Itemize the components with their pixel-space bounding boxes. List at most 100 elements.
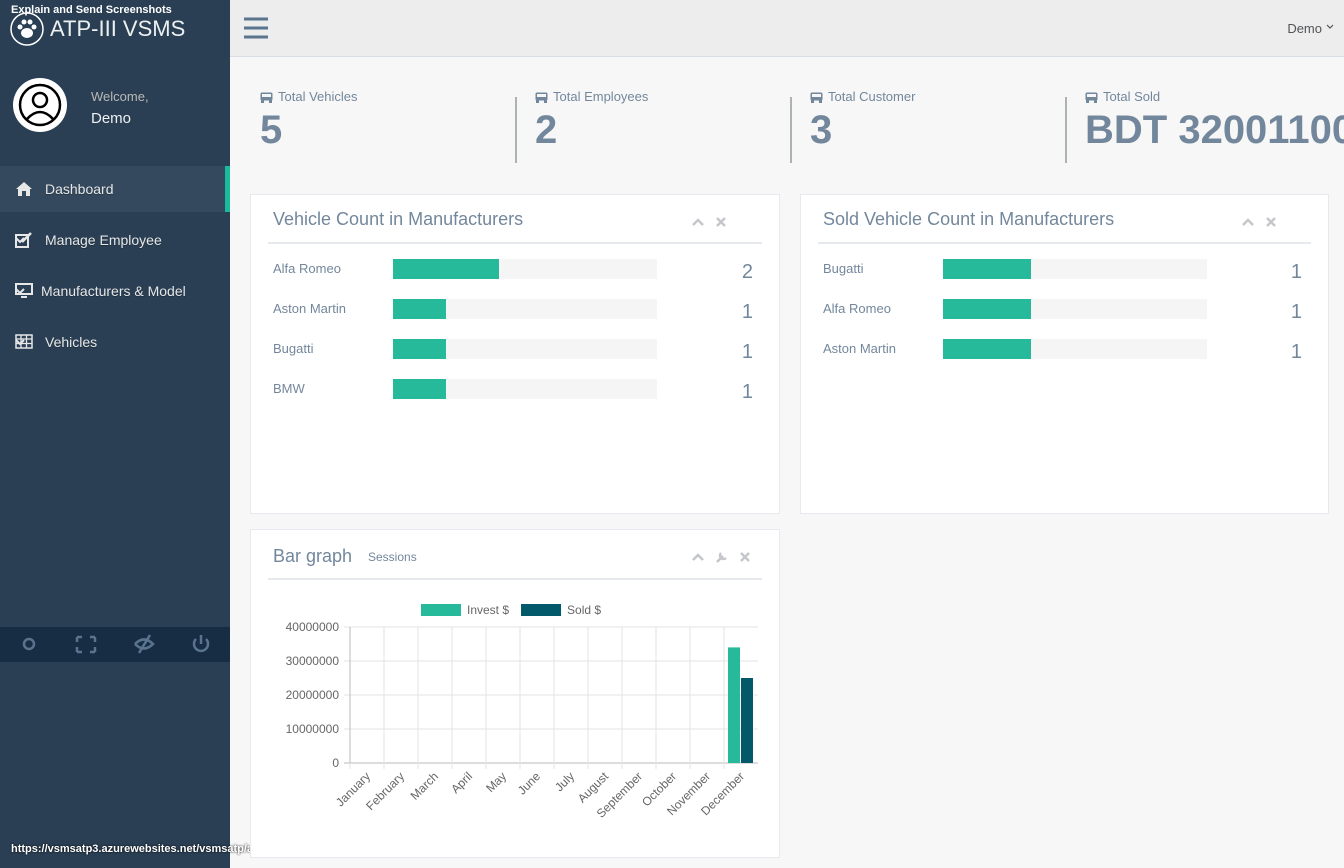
row-label: BMW: [273, 381, 305, 396]
row-label: Bugatti: [273, 341, 314, 356]
menu-toggle[interactable]: [244, 17, 268, 39]
progress-bar: [393, 259, 499, 279]
panel: Vehicle Count in Manufacturers Alfa Romeo…: [250, 194, 780, 514]
progress-track: [393, 259, 657, 279]
user-name: Demo: [91, 110, 132, 127]
sidebar-footer: [0, 627, 230, 662]
nav-icon: [15, 232, 32, 248]
stat-card: Total Sold BDT 32001100: [1085, 86, 1344, 166]
x-tick-label: July: [552, 769, 577, 794]
row-value: 1: [1290, 301, 1302, 323]
bar: [741, 678, 753, 763]
legend-swatch: [421, 604, 461, 616]
panel-rule: [268, 242, 762, 244]
x-tick-label: June: [515, 769, 544, 798]
progress-track: [943, 299, 1207, 319]
chart-title: Bar graph: [273, 546, 353, 566]
chevron: [15, 288, 25, 295]
top-nav: Demo: [230, 0, 1344, 57]
brand[interactable]: ATP-III VSMS: [50, 16, 186, 41]
panel-title: Sold Vehicle Count in Manufacturers: [823, 209, 1115, 229]
progress-track: [393, 379, 657, 399]
user-menu[interactable]: Demo: [1287, 21, 1322, 36]
stat-label: Total Vehicles: [278, 89, 358, 104]
bus-icon: [535, 92, 548, 103]
progress-track: [393, 299, 657, 319]
row-label: Bugatti: [823, 261, 864, 276]
nav-item[interactable]: Manage Employee: [0, 217, 230, 263]
stat-card: Total Customer 3: [810, 86, 1060, 166]
icon-shape: [262, 94, 271, 97]
progress-bar: [943, 339, 1031, 359]
panel-title: Vehicle Count in Manufacturers: [273, 209, 524, 229]
stat-value: 2: [535, 108, 558, 152]
nav-icon: [15, 334, 33, 349]
bus-icon: [1085, 92, 1098, 103]
sidebar: Explain and Send Screenshots ATP-III VSM…: [0, 0, 339, 868]
nav-label: Vehicles: [45, 334, 98, 350]
panel-rule: [268, 578, 762, 580]
y-tick-label: 30000000: [286, 654, 340, 668]
row-value: 1: [741, 301, 753, 323]
stat-card: Total Vehicles 5: [260, 86, 510, 166]
stat-card: Total Employees 2: [535, 86, 785, 166]
progress-bar: [393, 339, 446, 359]
row-value: 2: [741, 261, 753, 283]
bus-icon: [260, 92, 273, 103]
icon-shape: [1242, 218, 1254, 226]
panel-tools[interactable]: [691, 550, 755, 564]
icon-shape: [812, 94, 821, 97]
stat-label: Total Customer: [828, 89, 916, 104]
nav-label: Dashboard: [45, 181, 114, 197]
stat-label: Total Employees: [553, 89, 649, 104]
y-tick-label: 0: [332, 756, 339, 770]
welcome: Welcome,: [91, 89, 149, 104]
icon-shape: [811, 100, 814, 103]
row-value: 1: [1290, 341, 1302, 363]
y-tick-label: 10000000: [286, 722, 340, 736]
progress-bar: [943, 299, 1031, 319]
separator: [515, 97, 517, 163]
x-tick-label: February: [363, 769, 407, 813]
panel-tools[interactable]: [1241, 215, 1281, 229]
icon-shape: [261, 100, 264, 103]
chevron: [15, 339, 25, 346]
stat-value: 5: [260, 108, 283, 152]
chevron: [1326, 24, 1334, 29]
row-label: Aston Martin: [273, 301, 346, 316]
x-tick-label: May: [483, 769, 509, 795]
panel-rule: [818, 242, 1311, 244]
overlay-text: Explain and Send Screenshots: [11, 4, 172, 16]
chevron: [15, 237, 25, 244]
nav-label: Manufacturers & Model: [41, 283, 186, 299]
nav-item[interactable]: Dashboard: [0, 166, 230, 212]
row-label: Alfa Romeo: [823, 301, 891, 316]
nav-label: Manage Employee: [45, 232, 162, 248]
icon-shape: [1094, 100, 1097, 103]
x-tick-label: March: [408, 769, 441, 802]
icon-shape: [544, 100, 547, 103]
y-tick-label: 20000000: [286, 688, 340, 702]
panel-tools[interactable]: [691, 215, 731, 229]
separator: [790, 97, 792, 163]
row-label: Alfa Romeo: [273, 261, 341, 276]
progress-track: [943, 339, 1207, 359]
row-value: 1: [741, 381, 753, 403]
nav-icon: [16, 182, 32, 196]
icon-shape: [1266, 217, 1276, 227]
stat-label: Total Sold: [1103, 89, 1161, 104]
nav-item[interactable]: Vehicles: [0, 319, 230, 365]
nav-item[interactable]: Manufacturers & Model: [0, 268, 230, 314]
progress-track: [943, 259, 1207, 279]
icon-shape: [716, 217, 726, 227]
legend-swatch: [521, 604, 562, 616]
icon-shape: [269, 100, 272, 103]
nav-icon: [15, 283, 33, 298]
icon-shape: [537, 94, 546, 97]
brand-icon: [10, 12, 44, 46]
stat-value: 3: [810, 108, 833, 152]
progress-track: [393, 339, 657, 359]
row-value: 1: [741, 341, 753, 363]
row-value: 1: [1290, 261, 1302, 283]
